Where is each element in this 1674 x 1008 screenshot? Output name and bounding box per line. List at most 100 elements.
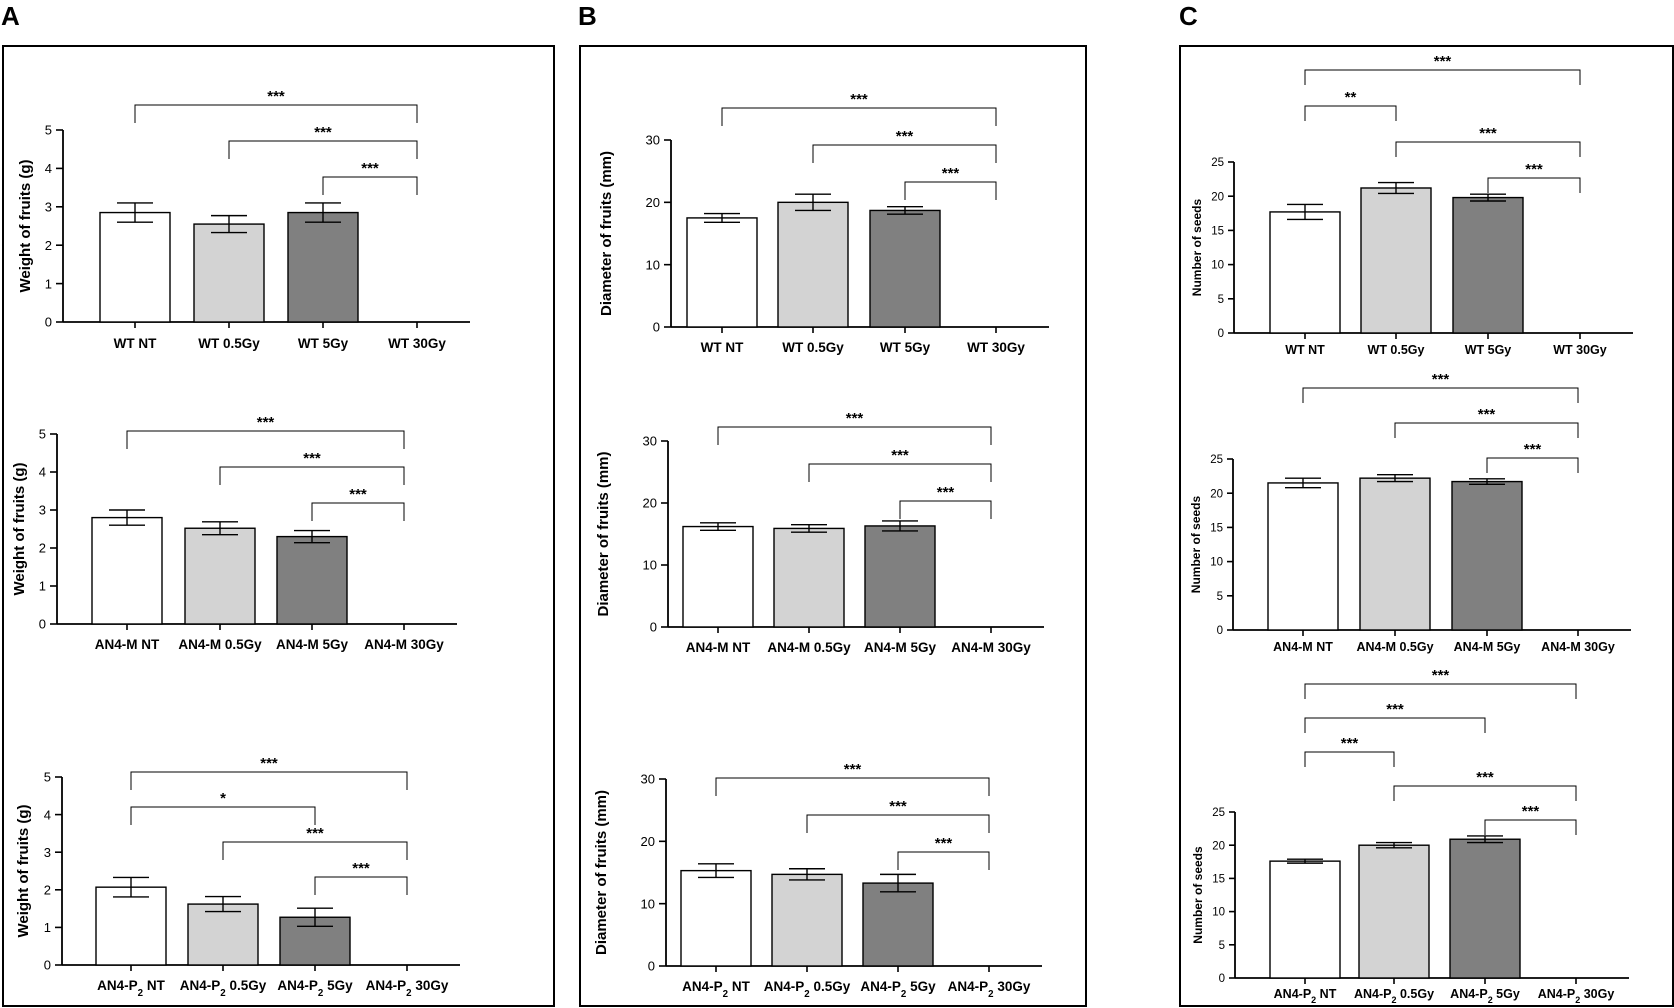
bar xyxy=(1359,477,1431,631)
bar xyxy=(287,211,359,323)
chart-A-1: 0 1 2 3 4 5 Weight of fruits (g) WT NT WT 0.5Gy W… xyxy=(17,88,470,351)
bar xyxy=(184,527,256,625)
significance-label: *** xyxy=(267,88,285,105)
category-label: AN4-M 5Gy xyxy=(864,640,937,655)
y-tick-label: 30 xyxy=(646,133,660,148)
significance-label: *** xyxy=(1386,701,1404,718)
y-tick-label: 0 xyxy=(648,959,655,974)
y-tick-label: 3 xyxy=(45,199,52,214)
significance-bracket xyxy=(717,426,992,445)
significance-label: *** xyxy=(935,835,953,852)
bar xyxy=(771,873,843,967)
category-label: WT NT xyxy=(701,340,744,355)
y-tick-label: 20 xyxy=(646,195,660,210)
significance-bracket xyxy=(1393,785,1577,801)
y-tick-label: 30 xyxy=(641,772,655,787)
significance-bracket xyxy=(314,876,408,895)
significance-label: *** xyxy=(1432,667,1450,684)
bar xyxy=(1267,482,1339,631)
category-label: WT 30Gy xyxy=(388,336,446,351)
y-axis-title: Diameter of fruits (mm) xyxy=(598,151,615,316)
chart-B-3: 0 10 20 30 Diameter of fruits (mm) AN4-P2 NT A… xyxy=(593,761,1042,1000)
category-label: WT NT xyxy=(1285,343,1325,357)
y-tick-label: 0 xyxy=(44,958,51,973)
y-tick-label: 1 xyxy=(39,579,46,594)
category-label: AN4-M 5Gy xyxy=(276,637,349,652)
chart-C-2: 0 5 10 15 20 25 Number of seeds AN4-M NT AN4-M 0… xyxy=(1189,371,1631,654)
significance-label: *** xyxy=(850,91,868,108)
bar xyxy=(99,211,171,323)
y-tick-label: 0 xyxy=(1219,973,1225,985)
y-tick-label: 2 xyxy=(39,541,46,556)
significance-bracket xyxy=(228,140,418,159)
y-tick-label: 0 xyxy=(653,320,660,335)
category-label: WT 5Gy xyxy=(880,340,931,355)
y-tick-label: 3 xyxy=(44,845,51,860)
category-label: AN4-M 0.5Gy xyxy=(178,637,262,652)
significance-bracket xyxy=(1484,819,1577,835)
chart-B-1: 0 10 20 30 Diameter of fruits (mm) WT NT WT 0.… xyxy=(598,91,1049,355)
category-label: AN4-P2 30Gy xyxy=(948,979,1031,1000)
significance-label: *** xyxy=(891,447,909,464)
category-label: AN4-M NT xyxy=(95,637,160,652)
y-tick-label: 30 xyxy=(643,434,657,449)
bar xyxy=(276,535,348,625)
y-tick-label: 10 xyxy=(1211,260,1224,272)
bar xyxy=(1451,480,1523,631)
y-tick-label: 15 xyxy=(1211,226,1224,238)
y-tick-label: 10 xyxy=(1212,907,1225,919)
category-label: WT 30Gy xyxy=(967,340,1025,355)
category-label: AN4-P2 5Gy xyxy=(1450,987,1520,1005)
y-tick-label: 15 xyxy=(1212,874,1225,886)
y-axis-title: Weight of fruits (g) xyxy=(15,804,32,937)
significance-bracket xyxy=(130,771,408,790)
y-tick-label: 10 xyxy=(643,558,657,573)
category-label: AN4-M 5Gy xyxy=(1454,640,1521,654)
y-tick-label: 0 xyxy=(650,620,657,635)
significance-bracket xyxy=(222,841,408,860)
y-tick-label: 5 xyxy=(1218,294,1224,306)
y-tick-label: 2 xyxy=(44,882,51,897)
significance-bracket xyxy=(904,181,997,200)
significance-bracket xyxy=(1395,141,1581,157)
y-tick-label: 4 xyxy=(45,161,52,176)
significance-label: *** xyxy=(303,450,321,467)
category-label: AN4-M NT xyxy=(1273,640,1333,654)
significance-label: *** xyxy=(937,484,955,501)
chart-C-3: 0 5 10 15 20 25 Number of seeds AN4-P2 NT AN4-P2… xyxy=(1191,667,1629,1005)
significance-label: *** xyxy=(896,128,914,145)
y-axis-title: Weight of fruits (g) xyxy=(17,159,34,292)
category-label: AN4-P2 0.5Gy xyxy=(1354,987,1434,1005)
significance-bracket xyxy=(126,430,405,449)
category-label: AN4-P2 NT xyxy=(97,978,165,999)
y-tick-label: 0 xyxy=(39,617,46,632)
y-tick-label: 5 xyxy=(39,427,46,442)
category-label: AN4-P2 30Gy xyxy=(1538,987,1615,1005)
significance-label: *** xyxy=(1522,803,1540,820)
significance-bracket xyxy=(1304,683,1577,699)
y-tick-label: 5 xyxy=(1217,591,1223,603)
significance-label: *** xyxy=(1525,161,1543,178)
category-label: AN4-P2 NT xyxy=(682,979,750,1000)
bar xyxy=(682,525,754,628)
bar xyxy=(1269,860,1341,979)
category-label: WT 30Gy xyxy=(1553,343,1607,357)
y-tick-label: 4 xyxy=(39,465,46,480)
y-tick-label: 25 xyxy=(1210,454,1223,466)
chart-A-3: 0 1 2 3 4 5 Weight of fruits (g) AN4-P2 NT AN4-P… xyxy=(15,755,460,999)
significance-label: *** xyxy=(1476,769,1494,786)
bar xyxy=(869,209,941,328)
y-tick-label: 10 xyxy=(641,896,655,911)
significance-label: *** xyxy=(889,798,907,815)
category-label: WT 0.5Gy xyxy=(198,336,260,351)
significance-bracket xyxy=(715,777,990,796)
bar xyxy=(91,516,163,625)
significance-label: *** xyxy=(260,755,278,772)
panel-frame xyxy=(2,45,555,1007)
panel-frame xyxy=(579,45,1087,1007)
y-tick-label: 20 xyxy=(1212,840,1225,852)
category-label: AN4-P2 0.5Gy xyxy=(180,978,267,999)
significance-bracket xyxy=(899,500,992,519)
y-tick-label: 0 xyxy=(45,315,52,330)
